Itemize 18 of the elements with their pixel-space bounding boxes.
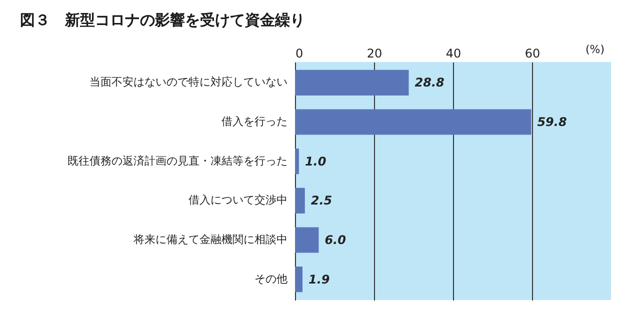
data-label: 28.8 (414, 76, 444, 90)
y-tick-label: 借入を行った (222, 114, 288, 128)
x-tick-label: 20 (366, 46, 382, 60)
x-tick-label: 40 (446, 46, 462, 60)
y-tick-label: 既往債務の返済計画の見直・凍結等を行った (68, 154, 288, 168)
x-axis-title: (%) (585, 43, 605, 56)
x-tick-label: 0 (296, 46, 304, 60)
data-label: 6.0 (324, 233, 346, 248)
y-tick-label: 当面不安はないので特に対応していない (90, 76, 288, 89)
x-tick-label: 60 (524, 46, 540, 60)
data-label: 59.8 (537, 114, 567, 129)
y-tick-label: 借入について交渉中 (188, 194, 288, 207)
y-tick-label: その他 (254, 272, 288, 286)
y-tick-label: 将来に備えて金融機関に相談中 (132, 233, 288, 246)
data-label: 1.9 (308, 272, 330, 286)
data-label: 2.5 (310, 194, 332, 208)
text: 図３ 新型コロナの影響を受けて資金繰り (20, 11, 305, 29)
data-label: 1.0 (304, 154, 326, 168)
